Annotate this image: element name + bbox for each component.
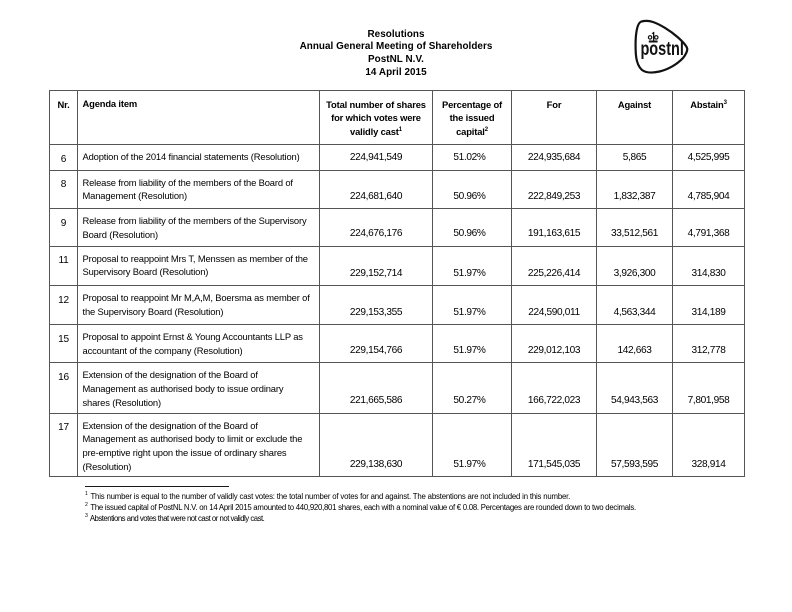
svg-text:postnl: postnl — [640, 38, 684, 60]
